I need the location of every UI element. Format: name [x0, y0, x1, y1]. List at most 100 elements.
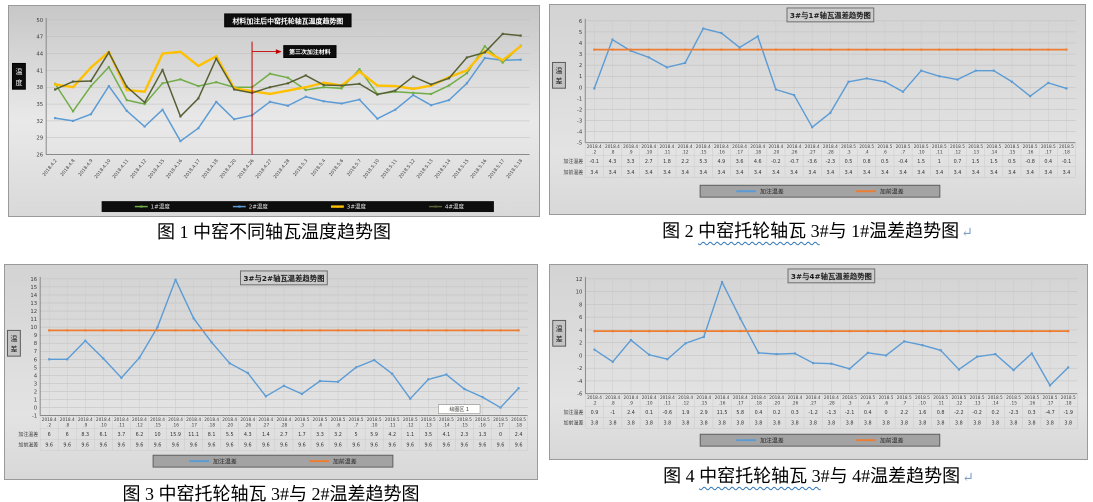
svg-text:.3: .3 — [300, 422, 304, 428]
svg-text:9.6: 9.6 — [63, 443, 71, 449]
svg-text:3.4: 3.4 — [863, 170, 871, 176]
svg-text:2018.5: 2018.5 — [988, 395, 1003, 401]
svg-text:0: 0 — [884, 410, 887, 416]
svg-text:.4: .4 — [318, 422, 322, 428]
svg-text:3#温度: 3#温度 — [347, 203, 367, 211]
svg-text:4.9: 4.9 — [718, 159, 726, 165]
svg-text:加前温差: 加前温差 — [333, 457, 357, 465]
svg-text:2018.5.18: 2018.5.18 — [505, 158, 524, 180]
caption-text: 图 4 — [663, 466, 700, 486]
svg-text:2018.5: 2018.5 — [1024, 395, 1039, 401]
svg-text:2018.5.11: 2018.5.11 — [380, 158, 399, 180]
svg-text:-5: -5 — [577, 141, 582, 147]
svg-text:2018.4: 2018.4 — [660, 395, 675, 401]
svg-text:.28: .28 — [280, 422, 287, 428]
svg-text:3#与4#轴瓦温差趋势图: 3#与4#轴瓦温差趋势图 — [791, 272, 872, 281]
svg-text:3.4: 3.4 — [1008, 170, 1016, 176]
svg-text:26: 26 — [36, 153, 43, 159]
svg-text:44: 44 — [36, 52, 43, 58]
svg-text:.12: .12 — [954, 149, 961, 155]
svg-text:32: 32 — [36, 119, 43, 125]
svg-text:2018.5: 2018.5 — [951, 395, 966, 401]
svg-text:9.6: 9.6 — [99, 443, 107, 449]
svg-text:2018.4: 2018.4 — [114, 417, 129, 423]
svg-text:3.4: 3.4 — [917, 170, 925, 176]
svg-text:温: 温 — [556, 66, 563, 75]
svg-text:-0.2: -0.2 — [972, 410, 981, 416]
svg-text:.17: .17 — [497, 422, 504, 428]
svg-text:9.6: 9.6 — [461, 443, 469, 449]
svg-text:-1.9: -1.9 — [1063, 410, 1072, 416]
svg-text:7: 7 — [34, 349, 37, 355]
svg-text:2018.4: 2018.4 — [186, 417, 201, 423]
svg-text:3.4: 3.4 — [990, 170, 998, 176]
svg-text:0.8: 0.8 — [863, 159, 871, 165]
svg-text:2018.4.12: 2018.4.12 — [129, 158, 148, 180]
svg-text:5.3: 5.3 — [699, 159, 707, 165]
svg-text:3.8: 3.8 — [955, 421, 963, 427]
svg-text:1: 1 — [34, 397, 37, 403]
svg-text:2018.4.16: 2018.4.16 — [165, 158, 184, 180]
svg-text:6: 6 — [579, 315, 583, 321]
svg-text:2018.4: 2018.4 — [78, 417, 93, 423]
svg-text:.10: .10 — [919, 400, 926, 406]
svg-text:9.6: 9.6 — [136, 443, 144, 449]
svg-text:2018.4: 2018.4 — [587, 395, 602, 401]
svg-text:3.3: 3.3 — [316, 432, 324, 438]
svg-text:2018.5: 2018.5 — [1059, 144, 1074, 150]
svg-text:.17: .17 — [737, 400, 744, 406]
svg-text:加前温差: 加前温差 — [880, 187, 904, 195]
svg-text:-1.2: -1.2 — [808, 410, 817, 416]
svg-text:.26: .26 — [791, 149, 798, 155]
svg-text:.11: .11 — [118, 422, 125, 428]
svg-text:1.9: 1.9 — [682, 410, 690, 416]
svg-text:3.4: 3.4 — [627, 170, 635, 176]
svg-text:-0.4: -0.4 — [898, 159, 907, 165]
svg-text:加注温差: 加注温差 — [18, 431, 38, 438]
svg-text:.16: .16 — [718, 149, 725, 155]
svg-text:3.4: 3.4 — [681, 170, 689, 176]
figure-4-chart-object[interactable]: -6 -4 -2 0 2 4 6 8 10 12 2018.4.2 0.9 3.8 2018.4.8 -1 3… — [549, 264, 1088, 460]
svg-text:2018.5: 2018.5 — [1061, 395, 1076, 401]
svg-text:3.8: 3.8 — [828, 421, 836, 427]
svg-text:0: 0 — [579, 85, 583, 91]
svg-text:2018.5: 2018.5 — [439, 417, 454, 423]
svg-text:2018.5: 2018.5 — [1023, 144, 1038, 150]
svg-text:-6: -6 — [577, 392, 583, 398]
svg-text:.16: .16 — [172, 422, 179, 428]
svg-text:2018.5: 2018.5 — [968, 144, 983, 150]
svg-text:0.5: 0.5 — [845, 159, 853, 165]
svg-text:47: 47 — [36, 35, 43, 41]
svg-text:3.8: 3.8 — [937, 421, 945, 427]
figure-3-caption: 图 3 中窑托轮轴瓦 3#与 2#温差趋势图 — [4, 480, 538, 502]
svg-text:0.1: 0.1 — [645, 410, 653, 416]
figure-3-chart-object[interactable]: -1 0 1 2 3 4 5 6 7 8 9 10 11 12 13 14 15 16 2018.4.2 6 9.6 20… — [4, 264, 538, 480]
svg-text:-0.1: -0.1 — [1062, 159, 1071, 165]
svg-text:2018.4.28: 2018.4.28 — [272, 158, 291, 180]
svg-text:9.6: 9.6 — [226, 443, 234, 449]
svg-text:3.4: 3.4 — [699, 170, 707, 176]
svg-text:2018.4.8: 2018.4.8 — [59, 158, 76, 178]
svg-text:9.6: 9.6 — [424, 443, 432, 449]
svg-text:2018.4: 2018.4 — [605, 395, 620, 401]
svg-text:0.2: 0.2 — [991, 410, 999, 416]
caption-text: 图 3 — [122, 484, 159, 502]
svg-text:3.8: 3.8 — [900, 421, 908, 427]
svg-text:3.7: 3.7 — [118, 432, 126, 438]
svg-text:.8: .8 — [65, 422, 69, 428]
svg-text:9.6: 9.6 — [443, 443, 451, 449]
svg-text:11: 11 — [30, 317, 37, 323]
svg-text:.18: .18 — [754, 149, 761, 155]
svg-text:9.6: 9.6 — [515, 443, 523, 449]
figure-2-chart-object[interactable]: -5 -4 -3 -2 -1 0 1 2 3 4 5 6 2018.4.2 -0.1 3.4 2018.4.8… — [549, 4, 1086, 215]
svg-text:9.6: 9.6 — [479, 443, 487, 449]
figure-1-chart-object[interactable]: 26 29 32 35 38 41 44 47 50 第三次加注材料 2018.4.2 2018.4.… — [8, 5, 540, 217]
svg-text:12: 12 — [576, 277, 583, 283]
svg-text:6: 6 — [66, 432, 69, 438]
svg-text:2018.5: 2018.5 — [493, 417, 508, 423]
svg-text:-3: -3 — [577, 119, 582, 125]
svg-text:2018.4.26: 2018.4.26 — [237, 158, 256, 180]
svg-text:.18: .18 — [755, 400, 762, 406]
svg-text:加前温差: 加前温差 — [880, 436, 904, 444]
svg-text:2018.4: 2018.4 — [751, 395, 766, 401]
